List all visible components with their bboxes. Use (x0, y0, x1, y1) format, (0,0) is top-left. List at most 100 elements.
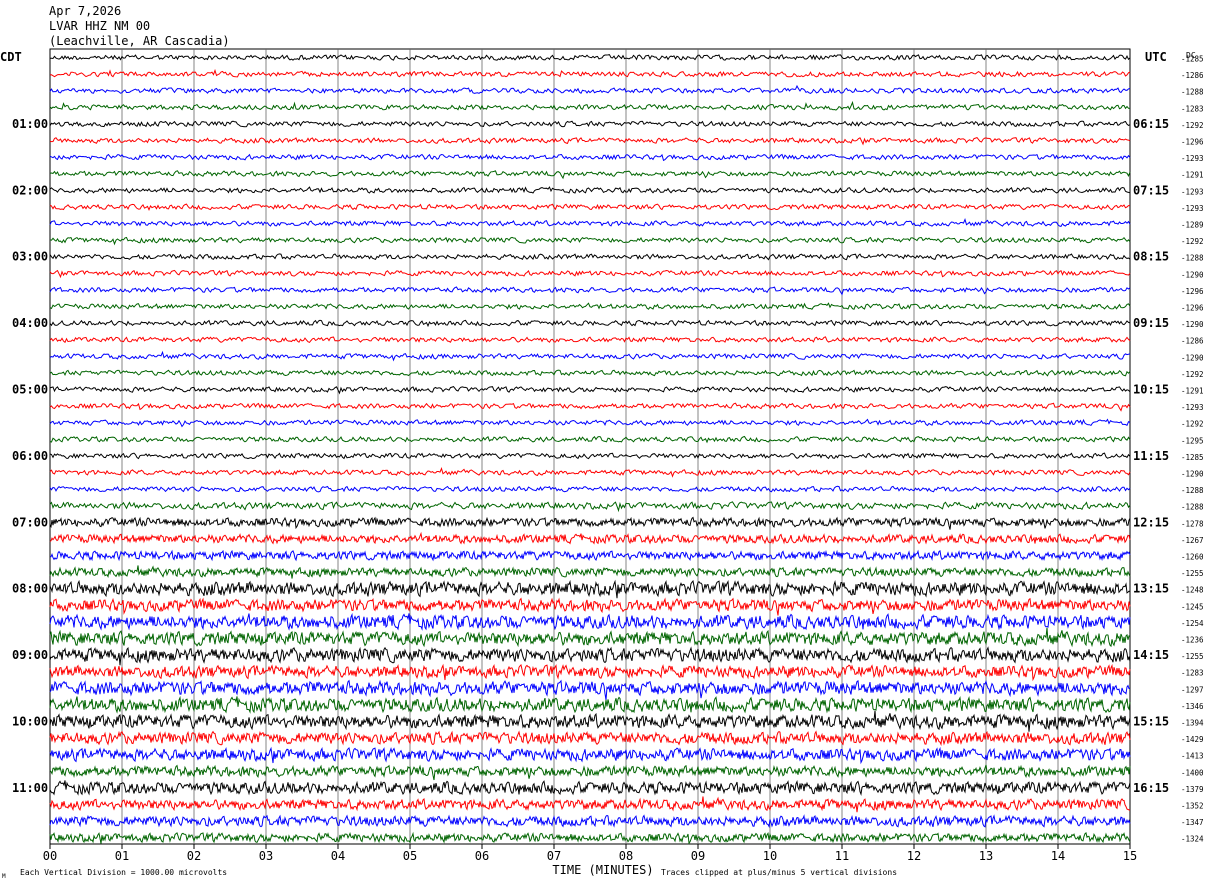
seismic-trace (49, 402, 1131, 412)
dc-offset-label: -1379 (1181, 785, 1204, 794)
minute-grid (49, 48, 1131, 845)
scale-note: Each Vertical Division = 1000.00 microvo… (20, 868, 227, 877)
x-tick-label: 15 (1123, 849, 1137, 863)
seismic-trace (49, 269, 1131, 279)
dc-offset-label: -1352 (1181, 802, 1204, 811)
dc-offset-label: -1394 (1181, 719, 1204, 728)
dc-column-label: DC (1186, 51, 1196, 60)
x-tick-label: 06 (475, 849, 489, 863)
seismic-trace (49, 217, 1131, 227)
left-hour-label: 03:00 (12, 250, 48, 264)
seismic-trace (49, 286, 1131, 296)
left-hour-label: 11:00 (12, 781, 48, 795)
x-tick-label: 01 (115, 849, 129, 863)
x-tick-label: 14 (1051, 849, 1065, 863)
left-hour-label: 08:00 (12, 582, 48, 596)
seismic-trace (49, 627, 1131, 648)
x-tick-label: 12 (907, 849, 921, 863)
seismic-trace (49, 84, 1131, 95)
dc-offset-label: -1283 (1181, 669, 1204, 678)
seismic-trace (49, 501, 1131, 513)
utc-timezone-label: UTC (1145, 50, 1167, 64)
seismic-trace (49, 137, 1131, 146)
seismic-trace (49, 746, 1131, 765)
dc-offset-label: -1254 (1181, 619, 1204, 628)
dc-offset-label: -1296 (1181, 138, 1204, 147)
x-tick-label: 11 (835, 849, 849, 863)
seismic-trace (49, 350, 1131, 362)
seismic-trace (49, 386, 1131, 395)
clip-note: Traces clipped at plus/minus 5 vertical … (661, 868, 897, 877)
dc-offset-label: -1293 (1181, 187, 1204, 196)
dc-offset-labels: -1285 -1286 -1288 -1283 -1292 -1296 -1293 -1291… (1181, 55, 1204, 844)
seismic-trace (49, 186, 1131, 194)
seismic-trace (49, 679, 1131, 700)
dc-offset-label: -1293 (1181, 204, 1204, 213)
dc-offset-label: -1286 (1181, 337, 1204, 346)
left-hour-label: 10:00 (12, 715, 48, 729)
x-tick-label: 09 (691, 849, 705, 863)
dc-offset-label: -1400 (1181, 768, 1204, 777)
seismic-trace (49, 253, 1131, 261)
dc-offset-label: -1292 (1181, 121, 1204, 130)
seismic-trace (49, 612, 1131, 631)
seismic-trace (49, 120, 1131, 128)
header-date: Apr 7,2026 (49, 4, 122, 18)
seismic-trace (49, 695, 1131, 714)
seismic-trace (49, 369, 1131, 377)
seismic-trace (49, 54, 1131, 61)
dc-offset-label: -1288 (1181, 254, 1204, 263)
seismic-trace (49, 153, 1131, 162)
x-tick-label: 00 (43, 849, 57, 863)
cdt-timezone-label: CDT (0, 50, 22, 64)
left-hour-label: 01:00 (12, 117, 48, 131)
dc-offset-label: -1324 (1181, 835, 1204, 844)
dc-offset-label: -1260 (1181, 553, 1204, 562)
seismic-trace (49, 466, 1131, 478)
seismic-trace (49, 435, 1131, 444)
dc-offset-label: -1413 (1181, 752, 1204, 761)
x-tick-label: 10 (763, 849, 777, 863)
seismic-trace (49, 780, 1131, 797)
seismic-trace (49, 302, 1131, 310)
seismic-trace (49, 170, 1131, 180)
x-tick-label: 08 (619, 849, 633, 863)
seismic-trace (49, 646, 1131, 666)
seismic-traces (49, 54, 1131, 845)
right-hour-labels: 06:15 07:15 08:15 09:15 10:15 11:15 12:15 13:15… (1133, 117, 1169, 795)
left-hour-label: 07:00 (12, 515, 48, 529)
dc-offset-label: -1285 (1181, 55, 1204, 64)
x-tick-label: 03 (259, 849, 273, 863)
seismic-trace (49, 764, 1131, 781)
seismic-trace (49, 565, 1131, 579)
seismic-trace (49, 597, 1131, 616)
seismic-trace (49, 663, 1131, 682)
dc-offset-label: -1267 (1181, 536, 1204, 545)
right-hour-label: 14:15 (1133, 648, 1169, 662)
left-hour-label: 09:00 (12, 648, 48, 662)
dc-offset-label: -1293 (1181, 154, 1204, 163)
dc-offset-label: -1288 (1181, 503, 1204, 512)
dc-offset-label: -1255 (1181, 652, 1204, 661)
dc-offset-label: -1290 (1181, 353, 1204, 362)
right-hour-label: 07:15 (1133, 183, 1169, 197)
seismic-trace (49, 531, 1131, 545)
plot-frame (49, 48, 1131, 845)
dc-offset-label: -1291 (1181, 387, 1204, 396)
dc-offset-label: -1429 (1181, 735, 1204, 744)
dc-offset-label: -1289 (1181, 221, 1204, 230)
x-tick-label: 04 (331, 849, 345, 863)
dc-offset-label: -1236 (1181, 636, 1204, 645)
seismic-trace (49, 336, 1131, 344)
left-hour-label: 06:00 (12, 449, 48, 463)
seismic-trace (49, 485, 1131, 493)
dc-offset-label: -1283 (1181, 104, 1204, 113)
dc-offset-label: -1293 (1181, 403, 1204, 412)
dc-offset-label: -1292 (1181, 237, 1204, 246)
seismic-trace (49, 203, 1131, 211)
x-tick-label: 07 (547, 849, 561, 863)
header-station: LVAR HHZ NM 00 (49, 19, 151, 33)
dc-offset-label: -1346 (1181, 702, 1204, 711)
dc-offset-label: -1288 (1181, 88, 1204, 97)
dc-offset-label: -1290 (1181, 270, 1204, 279)
